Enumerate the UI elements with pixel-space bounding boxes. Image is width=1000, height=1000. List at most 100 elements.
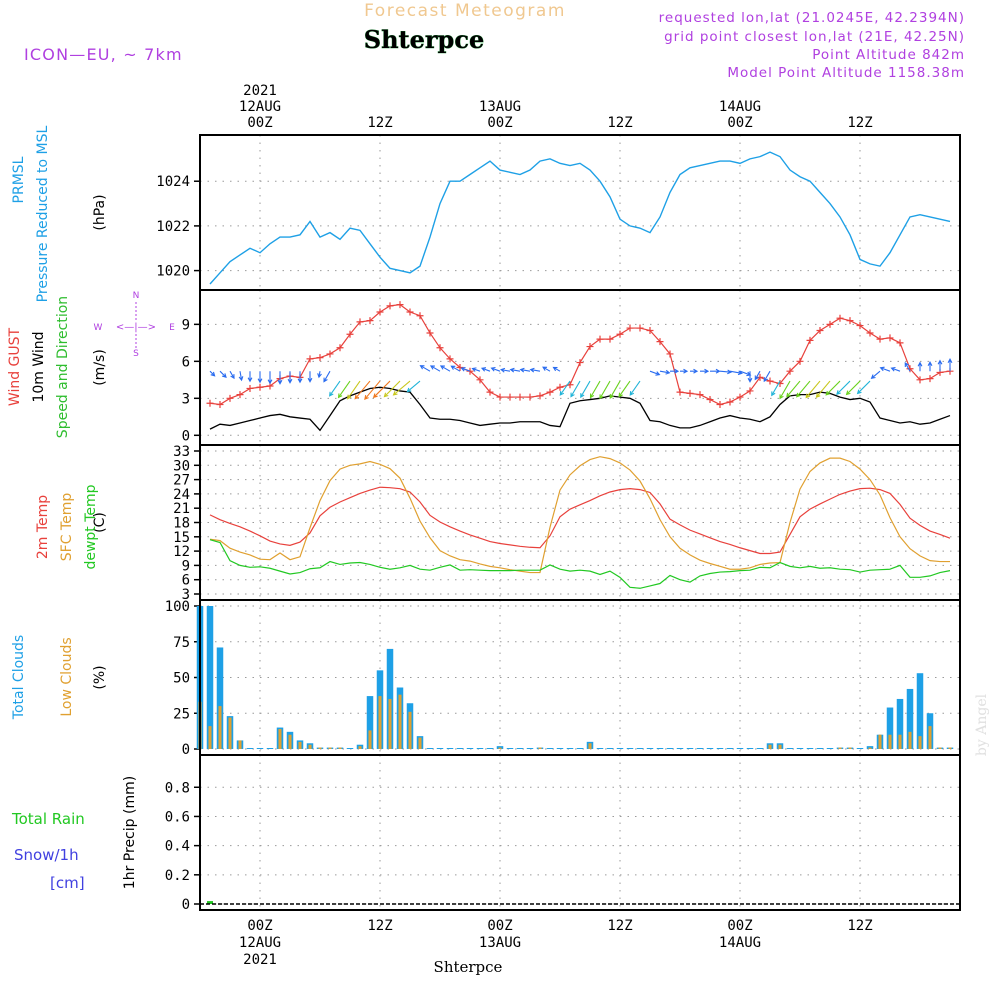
y-tick-label: 6 [182, 354, 190, 370]
gust-point [896, 339, 904, 347]
location-title: Shterpce [364, 25, 484, 54]
wind-label: 10m Wind [31, 331, 47, 402]
wind-direction-arrow [277, 371, 283, 385]
wind-direction-arrow [238, 371, 244, 382]
temp-label: 2m Temp [35, 495, 51, 559]
gust-point [236, 391, 244, 399]
rain-label: Total Rain [11, 810, 85, 828]
wind-label: Speed and Direction [55, 296, 71, 438]
gust-point [666, 350, 674, 358]
wind-direction-arrow [659, 369, 671, 375]
low-cloud-bar [378, 696, 382, 749]
wind-direction-arrow [460, 366, 471, 372]
total-cloud-bar [256, 748, 264, 749]
gust-point [506, 393, 514, 401]
wind-direction-arrow [879, 366, 891, 372]
temp-label: SFC Temp [59, 493, 75, 562]
total-cloud-bar [816, 748, 824, 749]
snow-label: Snow/1h [14, 846, 79, 864]
total-cloud-bar [606, 748, 614, 749]
gust-point [406, 308, 414, 316]
requested-coords: requested lon,lat (21.0245E, 42.2394N) [659, 10, 965, 26]
gust-point [816, 327, 824, 335]
y-tick-label: 50 [173, 671, 190, 687]
gust-point [416, 312, 424, 320]
gust-point [646, 327, 654, 335]
wind-direction-arrow [372, 380, 391, 399]
top-axis-label: 14AUG [719, 99, 761, 115]
wind-direction-arrow [347, 380, 361, 400]
total-cloud-bar [366, 696, 374, 749]
gust-point [446, 355, 454, 363]
wind-direction-arrow [779, 380, 791, 400]
product-title: Forecast Meteogram [364, 1, 566, 21]
pressure-label: Pressure Reduced to MSL [35, 125, 51, 302]
low-cloud-bar [838, 747, 842, 749]
low-cloud-bar [298, 741, 302, 749]
wind-direction-arrow [490, 366, 501, 372]
gust-point [806, 336, 814, 344]
y-tick-label: 0 [182, 742, 190, 758]
gust-point [516, 393, 524, 401]
wind-direction-arrow [480, 367, 491, 372]
total-cloud-bar [856, 748, 864, 749]
wind-direction-arrow [589, 380, 601, 399]
wind-direction-arrow [519, 367, 531, 373]
wind-direction-arrow [471, 367, 481, 372]
y-tick-label: 18 [173, 516, 190, 532]
gust-point [356, 318, 364, 326]
gust-point [716, 400, 724, 408]
low-cloud-bar [848, 747, 852, 749]
y-tick-label: 0 [182, 897, 190, 913]
wind-direction-arrow [927, 361, 933, 372]
total-cloud-bar [246, 748, 254, 749]
total-cloud-bar [796, 748, 804, 749]
wind-direction-arrow [670, 368, 680, 374]
gust-point [786, 367, 794, 375]
y-tick-label: 0.6 [165, 809, 190, 825]
low-cloud-bar [228, 717, 232, 749]
total-cloud-bar [916, 673, 924, 749]
compass-icon: N W <—|—> E S [94, 291, 176, 359]
wind-direction-arrow [383, 380, 401, 398]
total-cloud-bar [786, 748, 794, 749]
y-axis-unit: 1hr Precip (mm) [122, 776, 138, 889]
grid-point-coords: grid point closest lon,lat (21E, 42.25N) [664, 29, 965, 45]
low-cloud-bar [208, 726, 212, 749]
wind-direction-arrow [754, 370, 761, 381]
y-tick-label: 1022 [156, 219, 190, 235]
bottom-axis-label: 00Z [487, 918, 512, 934]
gust-point [626, 324, 634, 332]
low-cloud-bar [338, 747, 342, 749]
gust-point [436, 344, 444, 352]
model-name: ICON—EU, ~ 7km [24, 45, 183, 64]
wind-direction-arrow [763, 370, 771, 383]
wind-direction-arrow [609, 380, 621, 399]
wind-direction-arrow [307, 371, 313, 383]
gust-point [856, 322, 864, 330]
bottom-axis-label: 00Z [727, 918, 752, 934]
y-tick-label: 1020 [156, 264, 190, 280]
wind-direction-arrow [937, 359, 943, 372]
total-cloud-bar [576, 748, 584, 749]
wind-direction-arrow [786, 380, 801, 398]
low-cloud-bar [538, 747, 542, 749]
bottom-axis-label: 12Z [847, 918, 872, 934]
wind-direction-arrow [649, 370, 661, 376]
compass-east: E [169, 323, 175, 333]
total-cloud-bar [456, 748, 464, 749]
wind-direction-arrow [719, 369, 733, 375]
wind-direction-arrow [542, 366, 551, 372]
gust-point [846, 317, 854, 325]
total-cloud-bar [556, 748, 564, 749]
gust-point [826, 320, 834, 328]
total-cloud-bar [436, 748, 444, 749]
bottom-axis-label: 12Z [367, 918, 392, 934]
total-cloud-bar [596, 748, 604, 749]
low-cloud-bar [768, 744, 772, 749]
low-cloud-bar [318, 747, 322, 749]
gust-point [376, 308, 384, 316]
gust-point [576, 359, 584, 367]
